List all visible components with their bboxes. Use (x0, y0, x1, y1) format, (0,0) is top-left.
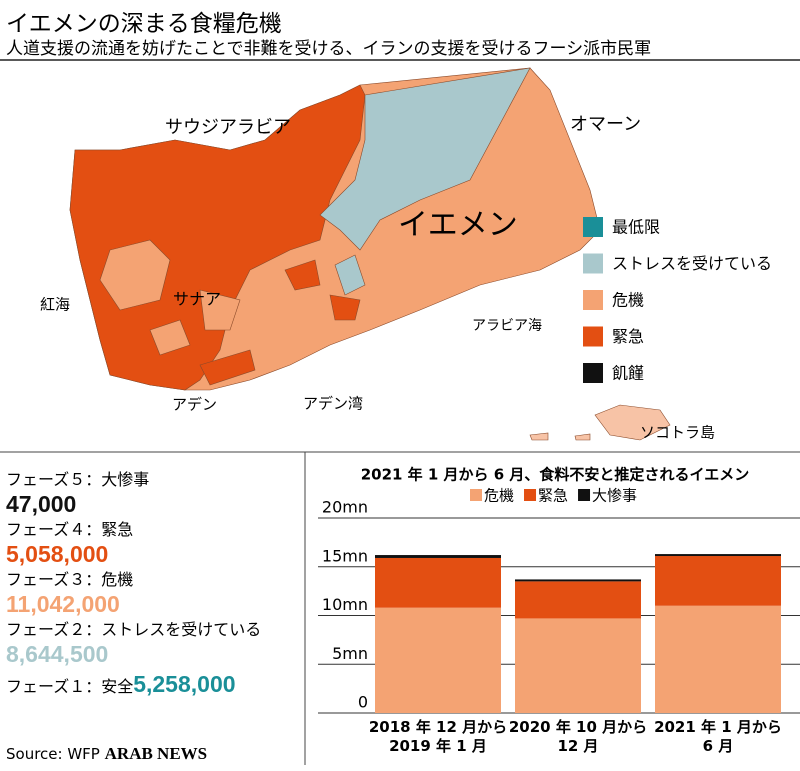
phase-label: フェーズ５：大惨事 (6, 470, 150, 489)
island (594, 404, 671, 441)
chart-title: 2021 年 1 月から 6 月、食料不安と推定されるイエメン (361, 466, 750, 484)
region (284, 259, 321, 291)
source: Source: WFP ARAB NEWS (6, 744, 207, 764)
bar-segment (375, 607, 501, 713)
x-tick-label: 2020 年 10 月から 12 月 (508, 718, 648, 755)
legend-label: 緊急 (538, 487, 568, 505)
legend-label: 最低限 (612, 218, 660, 237)
map-label: 紅海 (40, 296, 70, 314)
phase: フェーズ４：緊急 5,058,000 (6, 520, 301, 568)
legend-label: ストレスを受けている (612, 254, 772, 273)
region (99, 239, 171, 311)
y-tick-label: 15mn (322, 546, 368, 565)
region (319, 67, 531, 251)
bar-segment (375, 555, 501, 558)
map (69, 67, 671, 441)
y-tick-label: 0 (358, 693, 368, 712)
island (529, 432, 549, 441)
bar-segment (375, 557, 501, 608)
y-tick-label: 20mn (322, 498, 368, 517)
y-tick-label: 5mn (332, 644, 368, 663)
x-tick-label: 2021 年 1 月から 6 月 (654, 718, 782, 755)
phase-label: フェーズ３：危機 (6, 570, 134, 589)
phase-label: フェーズ１：安全 (6, 677, 134, 696)
region (334, 254, 366, 296)
legend-label: 危機 (612, 291, 644, 310)
phase: フェーズ３：危機 11,042,000 (6, 570, 301, 618)
map-label: ソコトラ島 (640, 424, 715, 442)
region (199, 349, 256, 386)
legend-swatch (583, 253, 603, 274)
phase-label: フェーズ４：緊急 (6, 520, 134, 539)
legend-label: 緊急 (612, 327, 644, 346)
bar-segment (655, 554, 781, 557)
legend-label: 飢饉 (612, 364, 644, 383)
phase-value: 5,258,000 (133, 671, 236, 697)
legend-swatch (583, 326, 603, 347)
phase-label: フェーズ２：ストレスを受けている (6, 620, 262, 639)
legend-swatch (470, 489, 482, 501)
title: イエメンの深まる食糧危機 (6, 11, 282, 37)
phase-value: 11,042,000 (6, 591, 120, 617)
phase-value: 47,000 (6, 491, 77, 517)
legend-swatch (524, 489, 537, 501)
bar-segment (515, 618, 641, 713)
legend-swatch (578, 489, 591, 501)
island (574, 433, 591, 441)
phase-value: 8,644,500 (6, 641, 109, 667)
map-label: アデン湾 (303, 395, 363, 413)
map-label: オマーン (570, 114, 641, 135)
bar-segment (515, 579, 641, 582)
phase-list: フェーズ５：大惨事 47,000 フェーズ４：緊急 5,058,000 フェーズ３：危機… (6, 470, 301, 700)
legend-label: 危機 (484, 487, 514, 505)
region (199, 289, 241, 331)
x-tick-label: 2018 年 12 月から 2019 年 1 月 (368, 718, 508, 755)
legend-swatch (583, 363, 603, 383)
legend-label: 大惨事 (592, 487, 637, 505)
phase-value: 5,058,000 (6, 541, 109, 567)
region (329, 294, 361, 321)
phase: フェーズ５：大惨事 47,000 (6, 470, 301, 518)
bar-segment (655, 605, 781, 713)
map-label: アラビア海 (472, 318, 542, 334)
subtitle: 人道支援の流通を妨げたことで非難を受ける、イランの支援を受けるフーシ派市民軍 (6, 39, 652, 59)
region (69, 84, 366, 391)
phase: フェーズ２：ストレスを受けている 8,644,500 (6, 620, 301, 668)
phase: フェーズ１：安全5,258,000 (6, 670, 301, 698)
legend-swatch (583, 290, 603, 310)
map-label: アデン (172, 396, 217, 414)
map-label: イエメン (398, 208, 518, 243)
y-tick-label: 10mn (322, 595, 368, 614)
source-text: Source: WFP (6, 745, 100, 763)
region (149, 319, 191, 356)
brand: ARAB NEWS (104, 744, 208, 763)
legend-swatch (583, 217, 603, 237)
bar-segment (515, 581, 641, 619)
bar-segment (655, 556, 781, 606)
map-label: サナア (173, 290, 221, 309)
map-label: サウジアラビア (165, 117, 291, 138)
